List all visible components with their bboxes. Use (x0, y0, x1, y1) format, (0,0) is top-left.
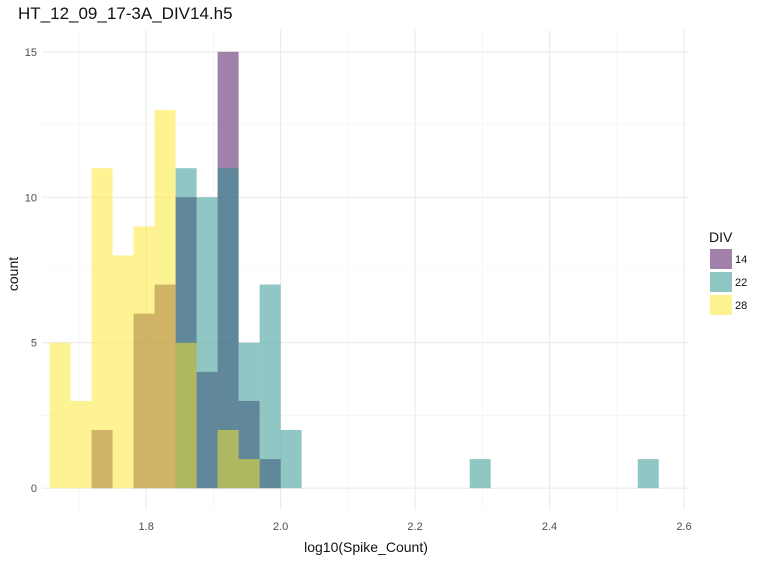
legend-swatch-22 (710, 272, 732, 292)
x-tick-label: 2.4 (542, 521, 557, 533)
bar-div-22 (238, 342, 260, 489)
y-tick-label: 0 (31, 483, 37, 495)
bar-div-28 (175, 342, 197, 489)
bar-div-22 (196, 197, 218, 489)
bar-div-22 (217, 168, 239, 489)
legend-label-22: 22 (735, 277, 747, 289)
ticks-layer: 1.8 2.0 2.2 2.4 2.6 0 5 10 15 (25, 47, 692, 533)
bars-layer (49, 51, 659, 489)
x-tick-label: 2.0 (273, 521, 288, 533)
bar-div-22 (280, 430, 302, 489)
x-tick-label: 1.8 (139, 521, 154, 533)
x-tick-label: 2.6 (676, 521, 691, 533)
legend-items: 14 22 28 (710, 249, 747, 315)
bar-div-28 (49, 342, 71, 489)
bar-div-28 (217, 430, 239, 489)
legend: DIV 14 22 28 (709, 229, 747, 315)
bar-div-22 (469, 459, 491, 489)
x-tick-label: 2.2 (407, 521, 422, 533)
legend-swatch-14 (710, 249, 732, 269)
y-tick-label: 15 (25, 47, 37, 59)
y-tick-label: 5 (31, 338, 37, 350)
bar-div-28 (91, 168, 113, 489)
legend-title: DIV (709, 229, 733, 245)
series-22 (175, 168, 659, 489)
bar-div-28 (238, 459, 260, 489)
legend-swatch-28 (710, 295, 732, 315)
series-28 (49, 110, 260, 489)
chart-title: HT_12_09_17-3A_DIV14.h5 (18, 4, 233, 23)
bar-div-28 (112, 255, 134, 489)
y-tick-label: 10 (25, 192, 37, 204)
legend-label-28: 28 (735, 300, 747, 312)
bar-div-22 (259, 284, 281, 489)
bar-div-28 (70, 400, 92, 489)
legend-label-14: 14 (735, 254, 747, 266)
x-axis-label: log10(Spike_Count) (304, 539, 428, 555)
y-axis-label: count (5, 257, 21, 291)
bar-div-28 (133, 226, 155, 489)
bar-div-22 (637, 459, 659, 489)
bar-div-28 (154, 110, 176, 489)
